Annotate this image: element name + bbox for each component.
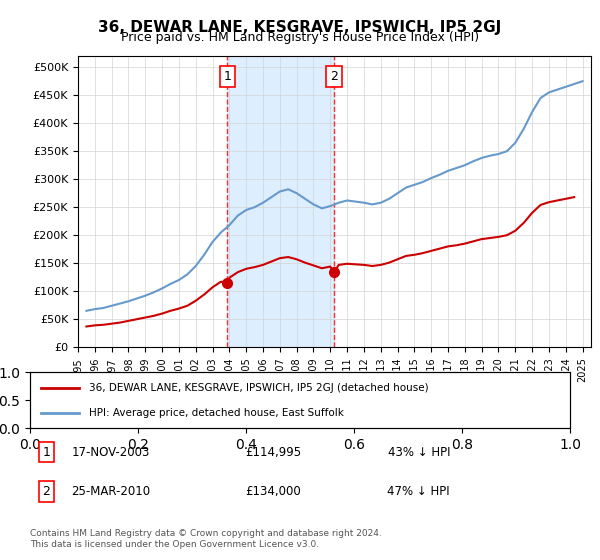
Text: 2: 2 [330,70,338,83]
Text: 47% ↓ HPI: 47% ↓ HPI [388,485,450,498]
Text: £134,000: £134,000 [245,485,301,498]
Text: 17-NOV-2003: 17-NOV-2003 [72,446,150,459]
Text: Price paid vs. HM Land Registry's House Price Index (HPI): Price paid vs. HM Land Registry's House … [121,31,479,44]
Text: HPI: Average price, detached house, East Suffolk: HPI: Average price, detached house, East… [89,408,344,418]
Text: 36, DEWAR LANE, KESGRAVE, IPSWICH, IP5 2GJ (detached house): 36, DEWAR LANE, KESGRAVE, IPSWICH, IP5 2… [89,383,429,393]
Text: £114,995: £114,995 [245,446,301,459]
Bar [227,56,334,347]
Text: 36, DEWAR LANE, KESGRAVE, IPSWICH, IP5 2GJ: 36, DEWAR LANE, KESGRAVE, IPSWICH, IP5 2… [98,20,502,35]
Text: 1: 1 [42,446,50,459]
Text: 25-MAR-2010: 25-MAR-2010 [71,485,151,498]
Text: 43% ↓ HPI: 43% ↓ HPI [388,446,450,459]
Text: Contains HM Land Registry data © Crown copyright and database right 2024.
This d: Contains HM Land Registry data © Crown c… [30,529,382,549]
Text: 1: 1 [223,70,231,83]
Text: 2: 2 [42,485,50,498]
